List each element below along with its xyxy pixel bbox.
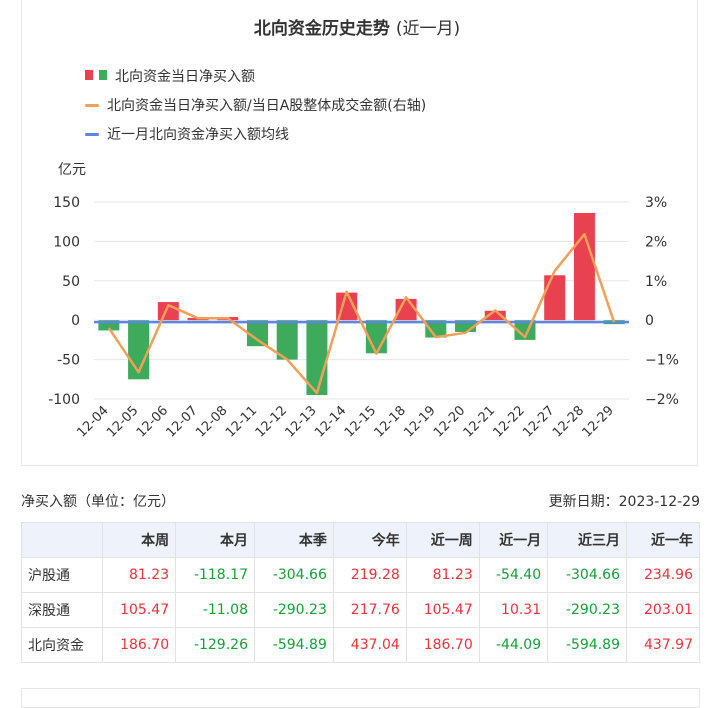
- x-tick-label: 12-29: [580, 403, 617, 440]
- table-cell: 437.97: [626, 627, 700, 663]
- bar: [425, 320, 447, 338]
- x-tick-label: 12-14: [312, 403, 349, 440]
- ratio-line: [107, 233, 616, 395]
- y-axis-unit: 亿元: [58, 162, 86, 178]
- y-left-tick-label: 100: [53, 234, 80, 250]
- bar: [573, 213, 595, 321]
- chart-card: [21, 0, 698, 466]
- table-header: 净买入额（单位：亿元） 更新日期：2023-12-29: [21, 491, 700, 511]
- table-cell: 219.28: [332, 557, 407, 593]
- y-right-tick-label: 2%: [645, 234, 667, 250]
- y-right-tick-label: 3%: [645, 195, 667, 211]
- table-cell: -54.40: [478, 557, 549, 593]
- x-tick-label: 12-07: [164, 403, 201, 440]
- table-cell: -129.26: [175, 627, 255, 663]
- column-header: 近一周: [405, 522, 480, 558]
- legend-bar-label: 北向资金当日净买入额: [115, 69, 255, 85]
- table-cell: -304.66: [253, 557, 334, 593]
- table-header-row: 本周 本月 本季 今年 近一周 近一月 近三月 近一年: [20, 522, 700, 558]
- legend-avg-label: 近一月北向资金净买入额均线: [107, 127, 289, 143]
- x-tick-label: 12-27: [520, 403, 557, 440]
- table-row: 深股通 105.47 -11.08 -290.23 217.76 105.47 10.31-…: [20, 592, 700, 628]
- x-tick-label: 12-21: [461, 403, 498, 440]
- y-right-tick-label: −2%: [645, 392, 679, 408]
- row-name: 北向资金: [20, 627, 104, 663]
- table-cell: -304.66: [547, 557, 627, 593]
- y-left-tick-label: -50: [57, 353, 80, 369]
- column-header: 近三月: [547, 522, 627, 558]
- table-cell: -594.89: [253, 627, 334, 663]
- column-header: 今年: [332, 522, 407, 558]
- updated-date: 更新日期：2023-12-29: [548, 494, 700, 510]
- table-cell: 217.76: [332, 592, 407, 628]
- column-header: 近一年: [626, 522, 700, 558]
- x-tick-label: 12-19: [401, 403, 438, 440]
- net-buy-table: 本周 本月 本季 今年 近一周 近一月 近三月 近一年 沪股通 81.23 -118.17 -304…: [20, 522, 700, 663]
- x-tick-label: 12-20: [431, 403, 468, 440]
- y-right-tick-label: 1%: [645, 274, 667, 290]
- next-card: [21, 688, 700, 708]
- legend-avg-swatch: [85, 132, 99, 136]
- chart-title-sub: (近一月): [395, 19, 461, 39]
- x-tick-label: 12-12: [253, 403, 290, 440]
- table-cell: -290.23: [253, 592, 334, 628]
- table-cell: -44.09: [478, 627, 549, 663]
- legend-bar[interactable]: 北向资金当日净买入额: [85, 66, 255, 86]
- chart-plot: 亿元 -100 −2%-50 −1%0 050 1%100 2%150 3% 12-0412…: [48, 162, 679, 441]
- table-corner: [20, 522, 104, 558]
- bar: [544, 275, 566, 321]
- x-tick-label: 12-06: [134, 403, 171, 440]
- table-caption: 净买入额（单位：亿元）: [21, 494, 175, 510]
- chart-title: 北向资金历史走势 (近一月): [0, 14, 714, 39]
- x-tick-label: 12-28: [550, 403, 587, 440]
- column-header: 本月: [175, 522, 255, 558]
- column-header: 本周: [102, 522, 177, 558]
- bar: [246, 320, 268, 347]
- table-cell: -290.23: [547, 592, 627, 628]
- x-tick-label: 12-15: [342, 403, 379, 440]
- table-cell: 81.23: [102, 557, 177, 593]
- table-cell: -11.08: [175, 592, 255, 628]
- bar: [484, 310, 506, 321]
- x-tick-label: 12-22: [490, 403, 527, 440]
- bar: [98, 320, 120, 331]
- legend-ratio-line[interactable]: 北向资金当日净买入额/当日A股整体成交金额(右轴): [85, 95, 426, 115]
- table-cell: -594.89: [547, 627, 627, 663]
- y-right-tick-label: 0: [645, 313, 654, 329]
- table-cell: 437.04: [332, 627, 407, 663]
- bar: [276, 320, 298, 360]
- y-left-tick-label: 150: [53, 195, 80, 211]
- row-name: 沪股通: [20, 557, 104, 593]
- chart-title-main: 北向资金历史走势: [253, 19, 390, 39]
- legend-ratio-label: 北向资金当日净买入额/当日A股整体成交金额(右轴): [107, 98, 427, 114]
- y-left-tick-label: 0: [71, 313, 80, 329]
- x-tick-label: 12-08: [193, 403, 230, 440]
- table-row: 北向资金 186.70 -129.26 -594.89 437.04 186.70 -44.…: [20, 627, 700, 663]
- table-cell: 186.70: [102, 627, 177, 663]
- table-cell: -118.17: [175, 557, 255, 593]
- column-header: 本季: [253, 522, 334, 558]
- x-tick-label: 12-13: [282, 403, 319, 440]
- table-cell: 203.01: [626, 592, 700, 628]
- table-cell: 10.31: [478, 592, 549, 628]
- table-cell: 81.23: [405, 557, 480, 593]
- legend-bar-swatch: [85, 68, 107, 84]
- x-tick-label: 12-11: [223, 403, 260, 440]
- y-left-tick-label: 50: [62, 274, 80, 290]
- bar: [455, 320, 477, 333]
- x-tick-label: 12-05: [104, 403, 141, 440]
- legend-ratio-swatch: [85, 103, 99, 107]
- table-cell: 105.47: [405, 592, 480, 628]
- y-right-tick-label: −1%: [645, 353, 679, 369]
- row-name: 深股通: [20, 592, 104, 628]
- table-cell: 105.47: [102, 592, 177, 628]
- y-left-tick-label: -100: [48, 392, 80, 408]
- table-cell: 186.70: [405, 627, 480, 663]
- x-tick-label: 12-18: [372, 403, 409, 440]
- x-tick-label: 12-04: [74, 403, 111, 440]
- table-cell: 234.96: [626, 557, 700, 593]
- column-header: 近一月: [478, 522, 549, 558]
- table-row: 沪股通 81.23 -118.17 -304.66 219.28 81.23 -54.40-…: [20, 557, 700, 593]
- legend-avg-line[interactable]: 近一月北向资金净买入额均线: [85, 124, 289, 144]
